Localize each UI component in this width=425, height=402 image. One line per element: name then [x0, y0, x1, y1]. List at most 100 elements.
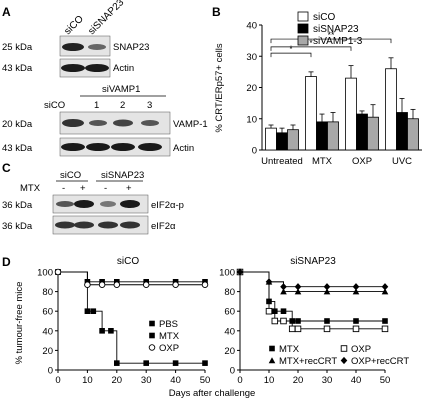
- blot-band: [111, 143, 135, 151]
- marker-square-open: [288, 325, 296, 333]
- blot-band: [56, 201, 74, 207]
- marker-square: [143, 360, 149, 366]
- y-tick-label: 40: [42, 326, 53, 337]
- x-tick-label: 30: [141, 375, 152, 386]
- panel-b-letter: B: [212, 5, 221, 19]
- x-tick-label: 40: [351, 375, 362, 386]
- marker-square-open: [294, 325, 302, 333]
- panel-d-letter: D: [2, 255, 11, 269]
- a-label-actin-1: Actin: [113, 63, 134, 74]
- bar-chart-crt: 0 10 20 30 40 % CRT/ERp57+ cells Untreated MTX O…: [214, 11, 422, 167]
- legend-label: MTX: [279, 344, 300, 355]
- y-tick-label: 20: [42, 346, 53, 357]
- blot-band: [120, 221, 140, 229]
- c-sign-4: +: [126, 183, 132, 194]
- marker-square: [280, 308, 287, 314]
- c-sign-1: -: [62, 183, 65, 194]
- significance-star: *: [309, 38, 313, 48]
- marker-circle-open: [142, 281, 150, 288]
- legend-label: siCO: [313, 12, 335, 23]
- c-mw-36kda: 36 kDa: [2, 200, 33, 211]
- y-tick-label: 80: [42, 287, 53, 298]
- a-label-actin-2: Actin: [173, 143, 194, 154]
- legend-label: OXP: [159, 343, 179, 354]
- legend-label: siSNAP23: [313, 24, 359, 35]
- bar-sico: [265, 127, 277, 151]
- x-tick-label: 0: [237, 375, 242, 386]
- a-mw-25kda: 25 kDa: [2, 42, 33, 53]
- a-mw-43kda-2: 43 kDa: [2, 143, 33, 154]
- marker-square: [84, 308, 91, 314]
- legend-label: OXP+recCRT: [351, 356, 409, 367]
- significance-star: **: [327, 30, 335, 40]
- marker-square-open: [265, 307, 273, 315]
- marker-square: [295, 318, 301, 324]
- x-tick-label: Untreated: [261, 156, 303, 167]
- marker-circle-open: [98, 281, 106, 288]
- marker-triangle: [294, 288, 302, 295]
- marker-square: [269, 345, 275, 352]
- marker-circle-open: [172, 281, 179, 288]
- d-ylabel: % tumour-free mice: [14, 282, 25, 365]
- panel-a-letter: A: [2, 5, 11, 19]
- y-tick-label: 0: [252, 146, 257, 157]
- marker-circle-open: [84, 281, 91, 288]
- series-line-oxp: [240, 271, 385, 330]
- marker-circle-open: [148, 344, 156, 351]
- blot-band: [141, 120, 159, 126]
- a-label-snap23: SNAP23: [113, 42, 149, 53]
- c-mtx-label: MTX: [20, 183, 41, 194]
- blot-band: [61, 64, 85, 72]
- bar-sico: [305, 76, 317, 151]
- blot-band: [138, 143, 162, 151]
- marker-square: [172, 360, 179, 366]
- blot-band: [86, 143, 110, 151]
- legend-label: PBS: [159, 319, 178, 330]
- marker-diamond: [381, 283, 389, 291]
- marker-square: [382, 318, 388, 324]
- marker-triangle: [352, 288, 360, 295]
- y-tick-label: 40: [224, 326, 235, 337]
- bar-sisnap23: [356, 113, 368, 151]
- blot-band: [74, 200, 94, 208]
- a-lane2-2: 2: [120, 100, 125, 111]
- bar-sivamp1-3: [327, 121, 339, 151]
- series-line-mtx: [58, 271, 205, 283]
- y-tick-label: 60: [224, 307, 235, 318]
- x-tick-label: 10: [264, 375, 275, 386]
- marker-square: [114, 360, 120, 366]
- y-tick-label: 40: [246, 21, 257, 32]
- bar-sisnap23: [396, 112, 408, 151]
- panel-c-letter: C: [2, 161, 11, 175]
- marker-diamond: [352, 283, 360, 291]
- c-sign-2: +: [80, 183, 86, 194]
- blot-band: [74, 221, 94, 229]
- marker-triangle: [268, 357, 276, 364]
- c-sign-3: -: [104, 183, 107, 194]
- marker-diamond: [294, 283, 302, 291]
- marker-diamond: [265, 278, 273, 286]
- a-mw-43kda: 43 kDa: [2, 63, 33, 74]
- blot-band: [100, 201, 116, 207]
- blot-band: [62, 43, 84, 51]
- y-tick-label: 60: [42, 307, 53, 318]
- legend-label: OXP: [351, 344, 371, 355]
- a-lane2-3: 3: [147, 100, 152, 111]
- marker-square: [108, 328, 114, 334]
- marker-square-open: [381, 325, 389, 333]
- bar-sico: [345, 77, 357, 151]
- blot-band: [89, 120, 107, 126]
- x-tick-label: 20: [112, 375, 123, 386]
- significance-bracket: [270, 52, 312, 58]
- marker-triangle: [381, 288, 389, 295]
- marker-circle-open: [54, 268, 62, 276]
- bar-sisnap23: [316, 121, 328, 151]
- marker-square: [202, 360, 208, 366]
- x-tick-label: 20: [293, 375, 304, 386]
- c-lane-sico: siCO: [60, 170, 81, 181]
- series-line-pbs: [58, 271, 205, 364]
- y-tick-label: 20: [246, 83, 257, 94]
